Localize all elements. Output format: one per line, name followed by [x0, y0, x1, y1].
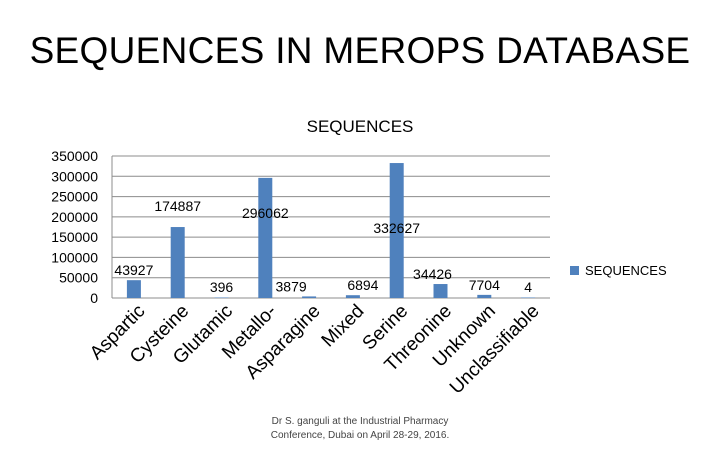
- bar: [433, 284, 448, 298]
- y-tick-label: 50000: [59, 270, 98, 286]
- y-tick-label: 200000: [51, 209, 98, 225]
- data-label: 7704: [469, 277, 500, 293]
- y-tick-label: 150000: [51, 229, 98, 245]
- bars: [126, 163, 536, 298]
- data-label: 34426: [413, 266, 452, 282]
- data-label: 296062: [242, 205, 289, 221]
- data-label: 43927: [114, 262, 153, 278]
- legend-swatch: [570, 266, 579, 275]
- y-tick-labels: 0 50000 100000 150000 200000 250000 300000 3500…: [51, 148, 98, 306]
- bar: [389, 163, 404, 298]
- y-tick-label: 300000: [51, 168, 98, 184]
- y-tick-label: 350000: [51, 148, 98, 164]
- bar: [345, 295, 360, 298]
- bar: [521, 297, 536, 298]
- data-label: 174887: [154, 198, 201, 214]
- data-label: 4: [524, 279, 532, 295]
- footer-line-2: Conference, Dubai on April 28-29, 2016.: [270, 430, 450, 441]
- legend: SEQUENCES: [570, 263, 667, 278]
- data-label: 396: [210, 279, 234, 295]
- chart-title: SEQUENCES: [306, 117, 414, 136]
- bar: [258, 177, 273, 298]
- bar: [477, 294, 492, 298]
- data-label: 332627: [373, 220, 420, 236]
- bar: [126, 280, 141, 298]
- slide-title: SEQUENCES IN MEROPS DATABASE: [29, 30, 691, 71]
- axes: [111, 156, 550, 299]
- data-label: 3879: [276, 278, 307, 294]
- y-tick-label: 250000: [51, 189, 98, 205]
- bar: [302, 296, 317, 298]
- x-tick-labels: AsparticCysteineGlutamicMetallo-Asparagi…: [86, 301, 544, 399]
- x-tick-label: Mixed: [318, 301, 369, 352]
- y-tick-label: 0: [90, 290, 98, 306]
- gridlines: [112, 155, 550, 279]
- bar: [170, 227, 185, 298]
- footer-line-1: Dr S. ganguli at the Industrial Pharmacy: [271, 416, 449, 427]
- legend-label: SEQUENCES: [585, 263, 667, 278]
- bar: [214, 297, 229, 298]
- footer-credit: Dr S. ganguli at the Industrial Pharmacy…: [220, 415, 500, 443]
- data-labels: 43927 174887 396 296062 3879 6894 332627 34426 7…: [114, 198, 532, 295]
- data-label: 6894: [347, 277, 378, 293]
- y-tick-label: 100000: [51, 249, 98, 265]
